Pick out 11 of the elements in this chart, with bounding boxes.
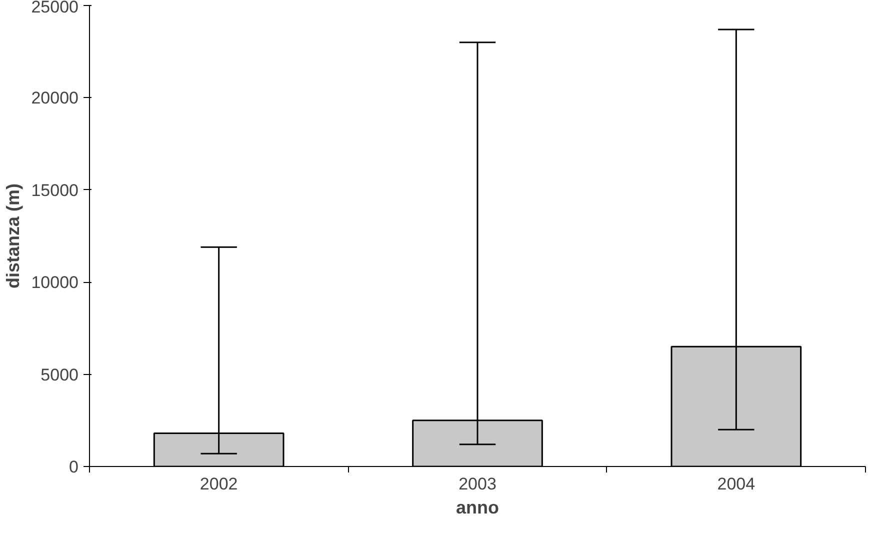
y-tick-label: 25000 [31, 0, 79, 16]
y-tick-label: 5000 [40, 365, 79, 384]
x-axis-title: anno [456, 498, 500, 518]
y-tick-label: 10000 [31, 273, 79, 292]
y-tick-label: 20000 [31, 88, 79, 108]
x-tick-label: 2004 [717, 474, 756, 494]
y-axis-title: distanza (m) [3, 183, 24, 289]
y-tick-label: 0 [69, 458, 79, 476]
y-tick-label: 15000 [31, 180, 79, 200]
x-tick-label: 2003 [458, 474, 496, 494]
x-tick-label: 2002 [200, 474, 238, 494]
